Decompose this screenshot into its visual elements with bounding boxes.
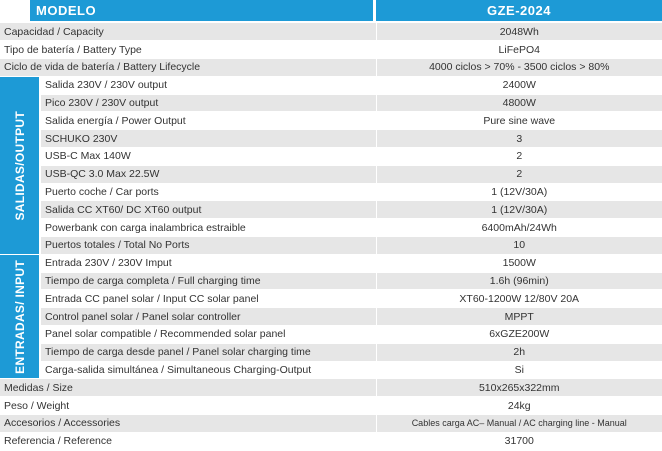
spec-row: Tipo de batería / Battery Type LiFePO4	[0, 40, 662, 60]
spec-row: USB-QC 3.0 Max 22.5W 2	[0, 165, 662, 184]
spec-value: 10	[375, 236, 662, 255]
spec-label: Salida energía / Power Output	[40, 111, 376, 131]
spec-value: 2h	[375, 343, 662, 362]
spec-row: Carga-salida simultánea / Simultaneous C…	[0, 361, 662, 380]
spec-label: Salida CC XT60/ DC XT60 output	[40, 200, 376, 220]
spec-value: 1 (12V/30A)	[375, 200, 662, 220]
spec-row: USB-C Max 140W 2	[0, 147, 662, 166]
spec-value: 2	[375, 165, 662, 184]
spec-label: Puertos totales / Total No Ports	[40, 236, 376, 255]
header-label: MODELO	[30, 0, 373, 21]
spec-value: Si	[375, 361, 662, 380]
spec-row: Medidas / Size 510x265x322mm	[0, 378, 662, 398]
spec-label: Puerto coche / Car ports	[40, 183, 376, 202]
spec-row: Accesorios / Accessories Cables carga AC–…	[0, 414, 662, 433]
section-label: ENTRADAS/ INPUT	[0, 254, 41, 380]
spec-row: Powerbank con carga inalambrica estraibl…	[0, 218, 662, 238]
spec-value: 6xGZE200W	[375, 325, 662, 344]
spec-value: 4000 ciclos > 70% - 3500 ciclos > 80%	[375, 58, 662, 77]
spec-row: Pico 230V / 230V output 4800W	[0, 94, 662, 113]
spec-label: Tiempo de carga completa / Full charging…	[40, 272, 376, 291]
spec-value: XT60-1200W 12/80V 20A	[375, 289, 662, 309]
spec-row: Ciclo de vida de batería / Battery Lifec…	[0, 58, 662, 77]
spec-label: Carga-salida simultánea / Simultaneous C…	[40, 361, 376, 380]
spec-label: SCHUKO 230V	[40, 129, 376, 149]
spec-label: USB-C Max 140W	[40, 147, 376, 166]
spec-row: Salida energía / Power Output Pure sine w…	[0, 111, 662, 131]
spec-value: 1 (12V/30A)	[375, 183, 662, 202]
spec-value: 2048Wh	[375, 23, 662, 42]
section-text: SALIDAS/OUTPUT	[12, 110, 27, 221]
spec-label: Control panel solar / Panel solar contro…	[40, 307, 376, 327]
spec-value: Cables carga AC– Manual / AC charging li…	[375, 414, 662, 433]
spec-label: Tiempo de carga desde panel / Panel sola…	[40, 343, 376, 362]
spec-value: 31700	[375, 432, 662, 451]
spec-label: Powerbank con carga inalambrica estraibl…	[40, 218, 376, 238]
section-label: SALIDAS/OUTPUT	[0, 76, 41, 255]
spec-value: 24kg	[375, 396, 662, 416]
spec-label: Ciclo de vida de batería / Battery Lifec…	[0, 58, 376, 77]
spec-value: 1500W	[375, 254, 662, 273]
spec-value: 2400W	[375, 76, 662, 95]
spec-value: 510x265x322mm	[375, 378, 662, 398]
spec-value: 6400mAh/24Wh	[375, 218, 662, 238]
spec-row: Panel solar compatible / Recommended sol…	[0, 325, 662, 344]
spec-row: Peso / Weight 24kg	[0, 396, 662, 416]
spec-value: 2	[375, 147, 662, 166]
spec-label: Referencia / Reference	[0, 432, 376, 451]
spec-label: Peso / Weight	[0, 396, 376, 416]
spec-row: Puerto coche / Car ports 1 (12V/30A)	[0, 183, 662, 202]
spec-row: ENTRADAS/ INPUT Entrada 230V / 230V Imput…	[0, 254, 662, 380]
spec-label: USB-QC 3.0 Max 22.5W	[40, 165, 376, 184]
spec-value: 3	[375, 129, 662, 149]
header-value: GZE-2024	[376, 0, 662, 21]
spec-value: MPPT	[375, 307, 662, 327]
spec-row: Salida CC XT60/ DC XT60 output 1 (12V/30A…	[0, 200, 662, 220]
spec-label: Panel solar compatible / Recommended sol…	[40, 325, 376, 344]
spec-label: Capacidad / Capacity	[0, 23, 376, 42]
section-text: ENTRADAS/ INPUT	[12, 259, 27, 374]
spec-row: Capacidad / Capacity 2048Wh	[0, 23, 662, 42]
spec-label: Accesorios / Accessories	[0, 414, 376, 433]
spec-label: Entrada CC panel solar / Input CC solar …	[40, 289, 376, 309]
spec-row: Puertos totales / Total No Ports 10	[0, 236, 662, 255]
spec-label: Medidas / Size	[0, 378, 376, 398]
spec-row: Control panel solar / Panel solar contro…	[0, 307, 662, 327]
spec-row: SCHUKO 230V 3	[0, 129, 662, 149]
spec-row: Tiempo de carga desde panel / Panel sola…	[0, 343, 662, 362]
spec-label: Pico 230V / 230V output	[40, 94, 376, 113]
spec-label: Salida 230V / 230V output	[40, 76, 376, 95]
spec-row: Entrada CC panel solar / Input CC solar …	[0, 289, 662, 309]
spec-value: 4800W	[375, 94, 662, 113]
spec-value: Pure sine wave	[375, 111, 662, 131]
spec-value: LiFePO4	[375, 40, 662, 60]
spec-label: Tipo de batería / Battery Type	[0, 40, 376, 60]
spec-row: Tiempo de carga completa / Full charging…	[0, 272, 662, 291]
spec-table: Capacidad / Capacity 2048Wh Tipo de baterí…	[0, 23, 662, 451]
spec-row: SALIDAS/OUTPUT Salida 230V / 230V output 2…	[0, 76, 662, 255]
spec-label: Entrada 230V / 230V Imput	[40, 254, 376, 273]
spec-row: Referencia / Reference 31700	[0, 432, 662, 451]
spec-value: 1.6h (96min)	[375, 272, 662, 291]
